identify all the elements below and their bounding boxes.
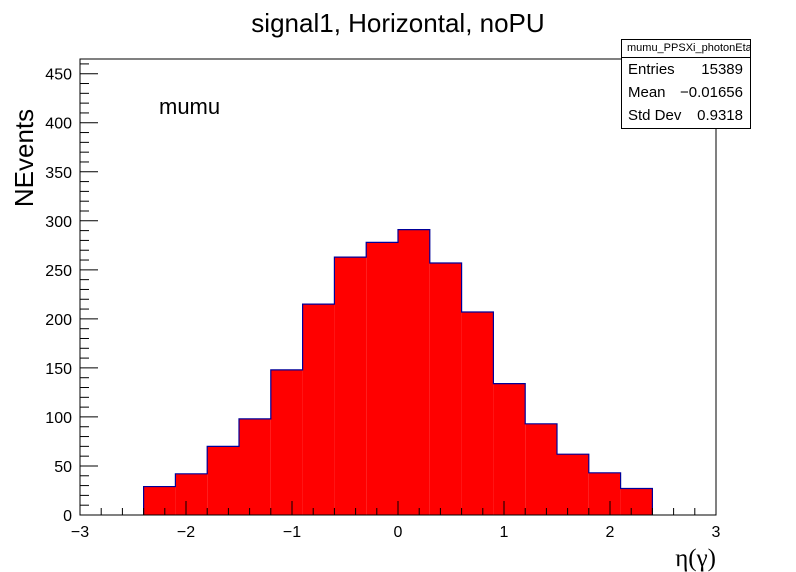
y-tick-label: 450	[45, 67, 72, 84]
stats-title: mumu_PPSXi_photonEta	[622, 40, 750, 58]
histogram-bar	[398, 229, 430, 515]
histogram-bar	[525, 423, 557, 515]
x-tick-label: −2	[177, 524, 195, 541]
x-axis: −3 −2 −1 0 1 2 3	[71, 501, 721, 541]
stats-value: 0.9318	[697, 107, 743, 124]
stats-value: −0.01656	[680, 84, 743, 101]
histogram-bar	[239, 418, 271, 515]
histogram-bar	[429, 262, 462, 515]
stats-value: 15389	[701, 61, 743, 78]
y-tick-label: 300	[45, 214, 72, 231]
histogram-bar	[207, 446, 239, 515]
y-tick-label: 350	[45, 165, 72, 182]
stats-row-mean: Mean −0.01656	[622, 81, 750, 104]
x-tick-label: −1	[283, 524, 301, 541]
stats-row-stddev: Std Dev 0.9318	[622, 104, 750, 127]
stats-label: Entries	[628, 61, 675, 78]
x-tick-label: 3	[712, 524, 721, 541]
histogram-bar	[588, 472, 621, 515]
histogram-bar	[366, 242, 398, 515]
y-axis: 0 50 100 150 200 250 300 350 400 450	[45, 63, 98, 525]
y-axis-label: NEvents	[9, 109, 39, 207]
x-tick-label: −3	[71, 524, 89, 541]
histogram-bar	[461, 312, 494, 515]
histogram-bar	[620, 488, 653, 515]
histogram-bar	[334, 257, 367, 515]
histogram-outline	[143, 229, 653, 515]
histogram-bar	[175, 473, 208, 515]
y-tick-label: 100	[45, 410, 72, 427]
stats-label: Std Dev	[628, 107, 682, 124]
y-tick-label: 400	[45, 116, 72, 133]
stats-label: Mean	[628, 84, 666, 101]
histogram-bars	[143, 229, 653, 515]
x-tick-label: 1	[500, 524, 509, 541]
stats-box: mumu_PPSXi_photonEta Entries 15389 Mean …	[621, 39, 751, 129]
histogram-bar	[270, 369, 303, 515]
x-axis-label: η(γ)	[675, 545, 716, 572]
annotation-label: mumu	[159, 94, 220, 119]
y-tick-label: 200	[45, 312, 72, 329]
histogram-bar	[557, 454, 589, 515]
histogram-bar	[302, 304, 335, 515]
histogram-bar	[143, 486, 176, 515]
stats-row-entries: Entries 15389	[622, 58, 750, 81]
y-tick-label: 50	[54, 459, 72, 476]
y-tick-label: 250	[45, 263, 72, 280]
x-tick-label: 2	[606, 524, 615, 541]
y-tick-label: 0	[63, 508, 72, 525]
y-tick-label: 150	[45, 361, 72, 378]
x-tick-label: 0	[394, 524, 403, 541]
chart-title: signal1, Horizontal, noPU	[251, 8, 544, 38]
histogram-bar	[493, 383, 526, 515]
